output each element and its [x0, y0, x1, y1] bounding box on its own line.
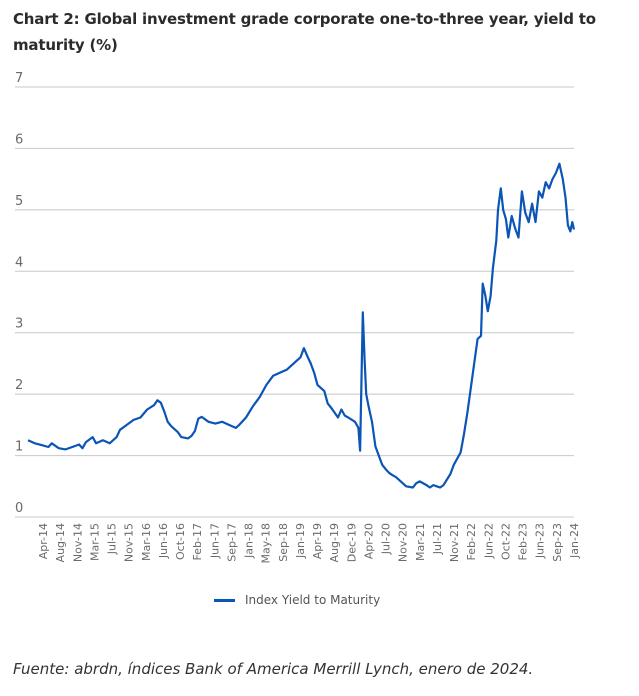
series-line-index-yield-to-maturity: [27, 162, 576, 489]
x-tick-label: Mar-21: [414, 523, 427, 561]
source-note: Fuente: abrdn, índices Bank of America M…: [13, 660, 534, 678]
x-tick-label: Feb-17: [191, 523, 204, 560]
y-tick-label: 7: [15, 71, 23, 86]
x-tick-label: Jun-22: [482, 523, 495, 559]
y-tick-label: 5: [15, 194, 23, 209]
x-tick-label: Jun-17: [208, 523, 221, 559]
y-tick-label: 2: [15, 378, 23, 393]
x-tick-label: Oct-22: [499, 523, 512, 560]
y-axis-ticks: 0 1 2 3 4 5 6 7: [15, 71, 23, 516]
y-tick-label: 0: [15, 501, 23, 516]
x-tick-label: Oct-16: [174, 523, 187, 560]
y-tick-label: 1: [15, 440, 23, 455]
x-tick-label: Nov-14: [71, 523, 84, 562]
x-tick-label: Jan-18: [243, 523, 256, 559]
x-tick-label: Sep-18: [277, 523, 290, 562]
x-tick-label: Mar-16: [140, 523, 153, 561]
x-tick-label: Jan-19: [294, 523, 307, 559]
chart-title: Chart 2: Global investment grade corpora…: [13, 10, 596, 54]
x-tick-label: Jun-23: [534, 523, 547, 559]
y-tick-label: 3: [15, 317, 23, 332]
series-layer: [27, 162, 576, 489]
x-tick-label: Dec-19: [345, 523, 358, 562]
x-tick-label: Feb-22: [465, 523, 478, 560]
y-tick-label: 4: [15, 255, 23, 270]
x-tick-label: Apr-20: [362, 523, 375, 559]
x-tick-label: Jul-15: [106, 523, 119, 555]
x-tick-label: Sep-23: [551, 523, 564, 562]
x-tick-label: Jun-16: [157, 523, 170, 559]
x-tick-label: Apr-14: [37, 523, 50, 559]
x-axis-ticks: Apr-14 Aug-14 Nov-14 Mar-15 Jul-15 Nov-15 Mar-…: [37, 523, 581, 564]
x-tick-label: Nov-15: [123, 523, 136, 562]
x-tick-label: Jan-24: [568, 523, 581, 559]
x-tick-label: Sep-17: [225, 523, 238, 562]
x-tick-label: Aug-14: [54, 523, 67, 562]
gridlines: [15, 86, 574, 518]
legend: Index Yield to Maturity: [214, 593, 380, 607]
x-tick-label: Nov-20: [397, 523, 410, 562]
x-tick-label: Jul-20: [380, 523, 393, 555]
x-tick-label: Feb-23: [517, 523, 530, 560]
y-tick-label: 6: [15, 132, 23, 147]
x-tick-label: May-18: [260, 523, 273, 564]
x-tick-label: Nov-21: [448, 523, 461, 562]
x-tick-label: Jul-21: [431, 523, 444, 555]
legend-swatch: [214, 598, 235, 602]
x-tick-label: Aug-19: [328, 523, 341, 562]
x-tick-label: Apr-19: [311, 523, 324, 559]
legend-label: Index Yield to Maturity: [245, 593, 381, 607]
x-tick-label: Mar-15: [88, 523, 101, 561]
